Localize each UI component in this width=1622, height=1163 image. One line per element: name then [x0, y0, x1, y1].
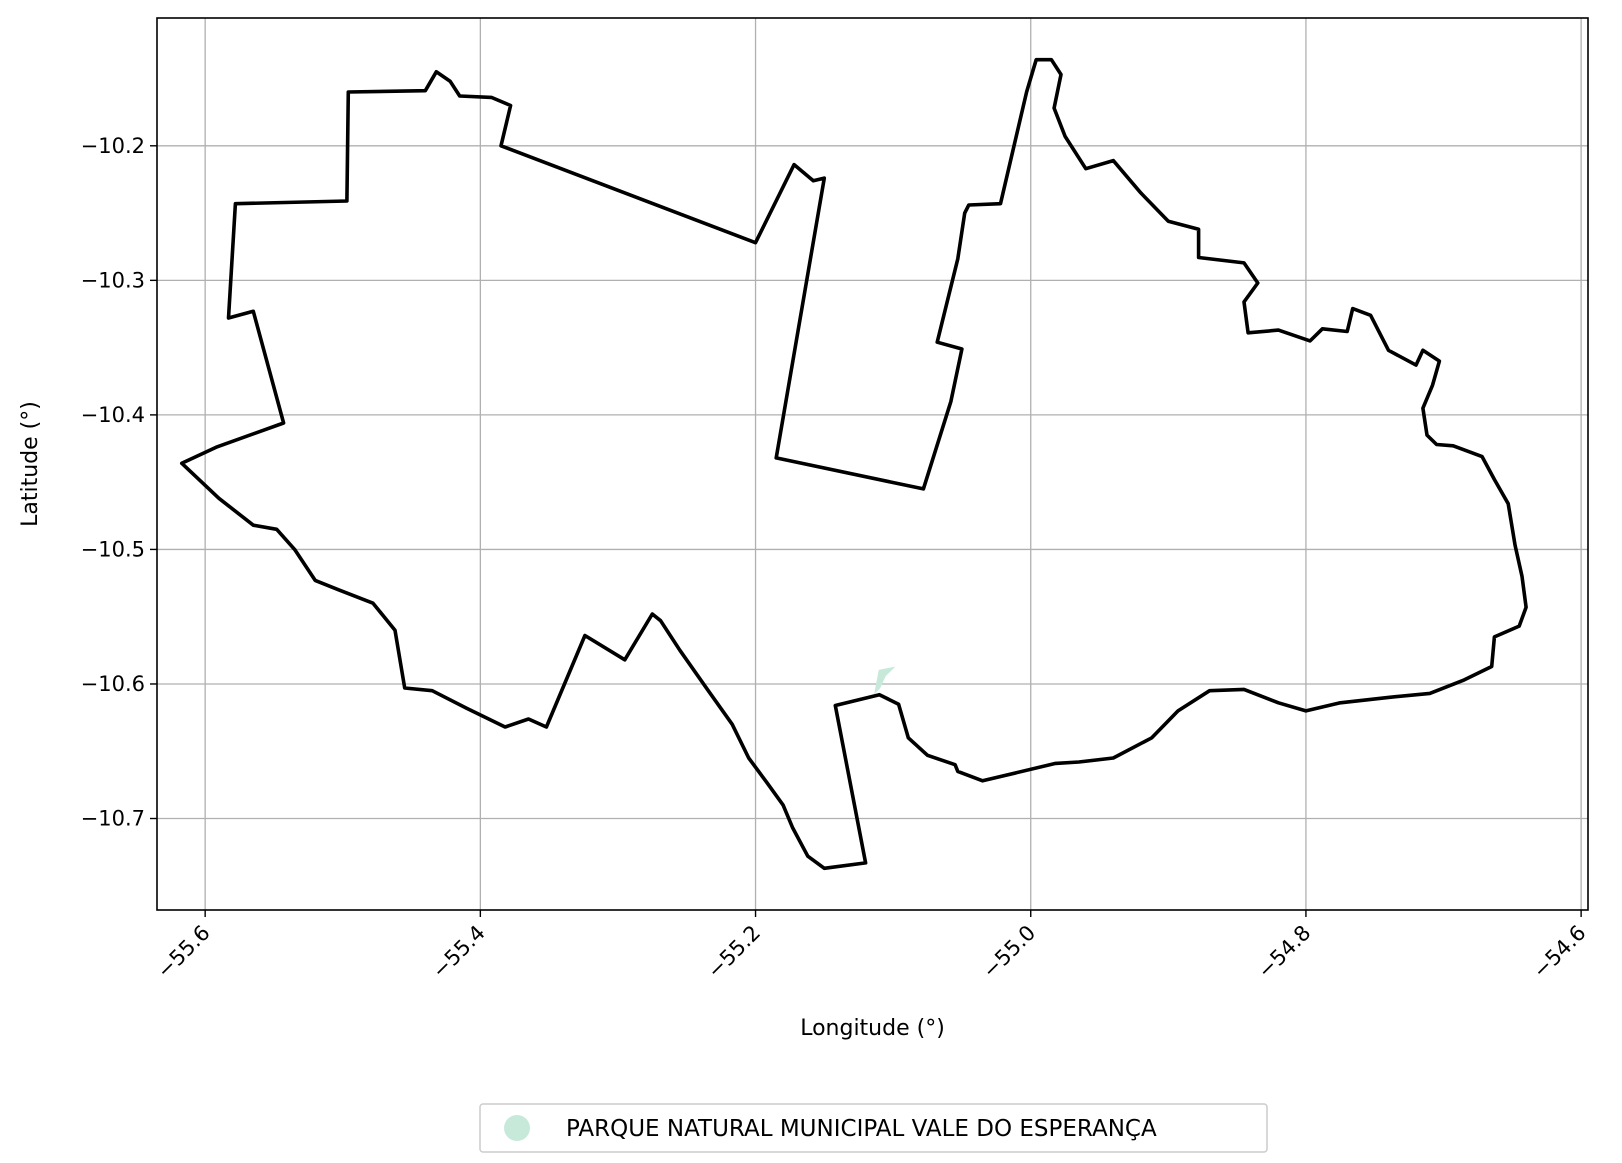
x-tick-label-0: −55.6 [152, 921, 214, 983]
x-tick-label-1: −55.4 [427, 921, 489, 983]
x-axis-ticks: −55.6 −55.4 −55.2 −55.0 −54.8 −54.6 [152, 910, 1591, 983]
y-tick-label-2: −10.4 [81, 403, 145, 427]
x-tick-label-3: −55.0 [978, 921, 1040, 983]
municipal-boundary-outline [180, 57, 1528, 871]
legend-entry-park: PARQUE NATURAL MUNICIPAL VALE DO ESPERAN… [566, 1116, 1157, 1142]
y-tick-label-4: −10.6 [81, 672, 145, 696]
x-axis-label: Longitude (°) [800, 1016, 945, 1041]
park-layer [874, 666, 896, 695]
x-tick-label-5: −54.6 [1528, 921, 1590, 983]
grid-lines [157, 18, 1588, 910]
y-tick-label-3: −10.5 [81, 537, 145, 561]
boundary-layer [180, 57, 1528, 871]
legend-marker [504, 1115, 530, 1141]
x-tick-label-2: −55.2 [703, 921, 765, 983]
x-tick-label-4: −54.8 [1253, 921, 1315, 983]
park-area [874, 666, 896, 695]
y-axis-label: Latitude (°) [18, 401, 43, 527]
plot-frame [156, 17, 1589, 911]
y-tick-label-5: −10.7 [81, 807, 145, 831]
y-tick-label-0: −10.2 [81, 134, 145, 158]
y-axis-ticks: −10.2 −10.3 −10.4 −10.5 −10.6 −10.7 [81, 134, 157, 831]
y-tick-label-1: −10.3 [81, 268, 145, 292]
legend-box [479, 1103, 1268, 1153]
legend: PARQUE NATURAL MUNICIPAL VALE DO ESPERAN… [479, 1103, 1268, 1153]
